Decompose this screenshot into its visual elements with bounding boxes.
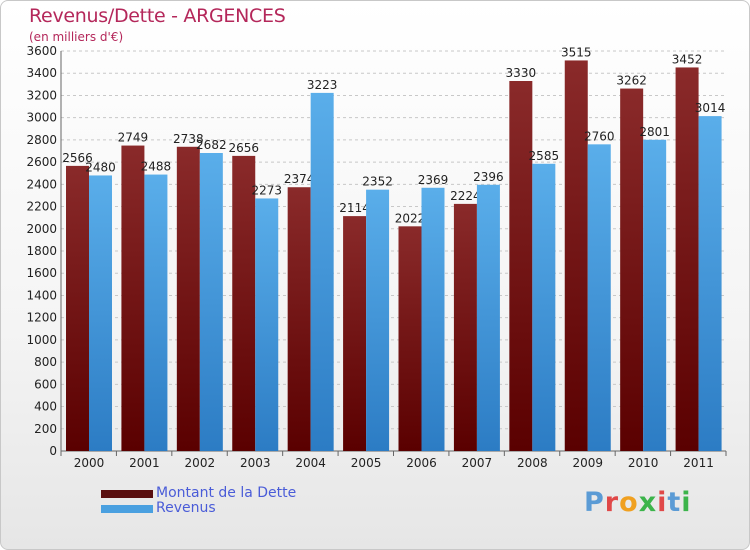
y-tick-label: 800 [34, 355, 57, 369]
logo-letter: o [619, 487, 639, 518]
x-tick-label: 2005 [351, 456, 382, 470]
bar-dette [121, 145, 145, 452]
y-tick-label: 3400 [26, 66, 57, 80]
x-tick-label: 2007 [462, 456, 493, 470]
bar-revenus [144, 174, 168, 452]
x-tick-label: 2011 [683, 456, 714, 470]
data-label: 3330 [506, 66, 537, 80]
y-tick-label: 1000 [26, 333, 57, 347]
x-tick-label: 2003 [240, 456, 271, 470]
logo-letter: i [681, 487, 692, 518]
data-label: 2224 [450, 189, 481, 203]
legend-label-revenus: Revenus [156, 500, 216, 516]
data-label: 2114 [339, 201, 370, 215]
legend-swatch-dette [101, 490, 153, 498]
data-label: 3515 [561, 45, 592, 59]
y-tick-label: 2800 [26, 133, 57, 147]
bar-dette [287, 187, 311, 451]
y-tick-label: 200 [34, 422, 57, 436]
y-tick-label: 1400 [26, 288, 57, 302]
x-tick-label: 2000 [74, 456, 105, 470]
data-label: 2801 [639, 125, 670, 139]
data-label: 2656 [228, 141, 259, 155]
logo-letter: x [638, 487, 658, 518]
x-tick-label: 2006 [406, 456, 437, 470]
data-label: 2273 [251, 183, 282, 197]
x-tick-label: 2002 [185, 456, 216, 470]
y-tick-label: 3200 [26, 88, 57, 102]
bar-dette [343, 216, 367, 451]
y-tick-label: 400 [34, 400, 57, 414]
data-label: 2738 [173, 132, 204, 146]
x-tick-label: 2001 [129, 456, 160, 470]
x-tick-label: 2009 [572, 456, 603, 470]
logo-letter: i [657, 487, 668, 518]
proxiti-logo: Proxiti [584, 487, 692, 518]
data-label: 3452 [672, 52, 703, 66]
bar-revenus [199, 153, 223, 451]
bar-revenus [89, 175, 112, 451]
y-tick-label: 0 [49, 444, 57, 458]
x-tick-label: 2004 [295, 456, 326, 470]
chart-title: Revenus/Dette - ARGENCES [29, 5, 286, 27]
bar-revenus [587, 144, 611, 452]
data-label: 2352 [362, 175, 393, 189]
legend-label-dette: Montant de la Dette [156, 485, 297, 501]
bar-revenus [366, 189, 390, 451]
data-label: 3223 [307, 78, 338, 92]
data-label: 2682 [196, 138, 227, 152]
y-tick-label: 3000 [26, 111, 57, 125]
data-label: 2022 [395, 211, 426, 225]
bar-revenus [476, 184, 500, 451]
y-tick-label: 2000 [26, 222, 57, 236]
data-label: 2760 [584, 129, 615, 143]
bar-dette [66, 165, 89, 451]
y-tick-label: 2600 [26, 155, 57, 169]
data-label: 2749 [118, 131, 149, 145]
x-tick-label: 2010 [628, 456, 659, 470]
data-label: 2369 [418, 173, 449, 187]
x-tick-label: 2008 [517, 456, 548, 470]
data-label: 2488 [141, 160, 172, 174]
bar-dette [232, 155, 256, 451]
chart-subtitle: (en milliers d'€) [29, 30, 124, 44]
y-tick-label: 2200 [26, 200, 57, 214]
bar-dette [509, 81, 533, 451]
y-tick-label: 1600 [26, 266, 57, 280]
data-label: 3262 [616, 74, 647, 88]
data-label: 2480 [85, 160, 116, 174]
bar-revenus [532, 163, 556, 451]
y-tick-label: 1800 [26, 244, 57, 258]
bar-revenus [421, 187, 445, 451]
bar-revenus [698, 116, 722, 451]
logo-letter: P [584, 487, 605, 518]
bar-dette [564, 60, 588, 451]
y-tick-label: 2400 [26, 177, 57, 191]
data-label: 3014 [695, 101, 726, 115]
bar-revenus [310, 92, 334, 451]
bar-dette [675, 67, 699, 451]
data-label: 2585 [529, 149, 560, 163]
data-label: 2374 [284, 172, 315, 186]
bar-dette [176, 146, 200, 451]
logo-letter: t [667, 487, 682, 518]
bar-revenus [255, 198, 279, 451]
bar-dette [453, 203, 477, 451]
y-tick-label: 600 [34, 377, 57, 391]
logo-letter: r [604, 487, 620, 518]
bar-dette [398, 226, 422, 451]
data-label: 2396 [473, 170, 504, 184]
bar-revenus [643, 139, 667, 451]
data-label: 2566 [62, 151, 93, 165]
bar-dette [620, 88, 644, 452]
y-tick-label: 3600 [26, 44, 57, 58]
legend-swatch-revenus [101, 505, 153, 513]
y-tick-label: 1200 [26, 311, 57, 325]
